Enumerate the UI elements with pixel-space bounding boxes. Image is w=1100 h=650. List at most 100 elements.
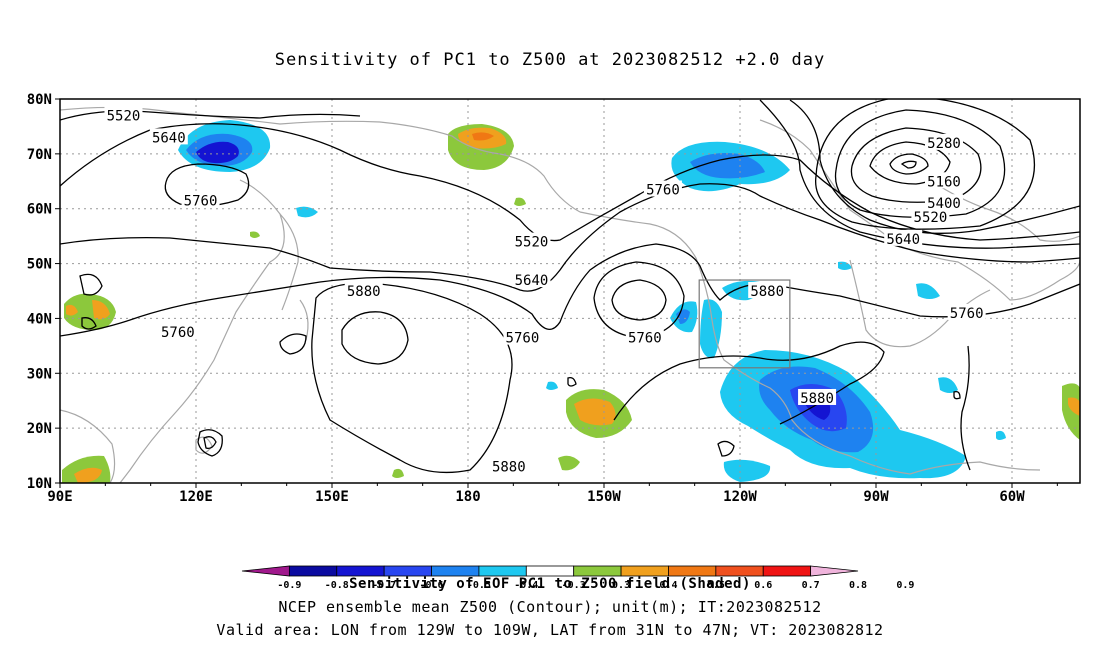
contour-label-bg	[344, 282, 383, 298]
map-frame	[59, 98, 1081, 484]
lat-label: 20N	[27, 421, 52, 437]
lon-label: 90E	[47, 489, 72, 505]
colorbar-label: 0.5	[707, 580, 725, 591]
contour-label: 5760	[628, 331, 662, 347]
contour-label-bg	[911, 207, 950, 224]
lon-label: 120E	[179, 489, 213, 505]
contour-label: 5640	[886, 232, 920, 248]
lat-label: 50N	[27, 257, 52, 273]
contour-label: 5880	[800, 391, 834, 407]
colorbar-swatch	[525, 565, 575, 577]
axis-ticks	[55, 98, 1058, 488]
colorbar-swatch	[288, 565, 338, 577]
contour-label-bg	[158, 323, 197, 340]
positive-region-tibet	[64, 293, 116, 330]
contour-label: 5520	[515, 235, 549, 251]
contour-label-bg	[104, 106, 143, 123]
lat-label: 80N	[27, 92, 52, 108]
contour-label-bg	[181, 191, 220, 208]
contour-label-bg	[512, 232, 551, 249]
colorbar-swatch	[668, 565, 717, 577]
contour-label-bg	[643, 180, 682, 197]
colorbar-label: 0.6	[754, 580, 772, 591]
contour-label-bg	[798, 388, 837, 405]
contour-label: 5640	[515, 273, 549, 289]
contour-label-bg	[947, 303, 986, 320]
contour-label: 5640	[152, 130, 186, 146]
colorbar-label: 0.7	[802, 580, 820, 591]
lon-label: 150E	[315, 489, 349, 505]
contour-label-bg	[503, 328, 542, 345]
colorbar-label: -0.5	[467, 580, 491, 591]
lon-label: 150W	[587, 489, 621, 505]
colorbar-swatch	[241, 565, 290, 577]
contour-label-bg	[748, 282, 787, 298]
contour-label: 5760	[646, 183, 680, 199]
colorbar-swatch	[478, 565, 527, 577]
contour-label-bg	[925, 194, 963, 211]
lon-labels: 90E 120E 150E 180 150W 120W 90W 60W	[47, 489, 1025, 505]
lat-label: 30N	[27, 366, 52, 382]
lat-labels: 80N 70N 60N 50N 40N 30N 20N 10N	[27, 92, 52, 492]
colorbar-swatch	[715, 565, 764, 577]
positive-region-southeast-asia	[62, 455, 111, 483]
colorbar-swatch	[810, 565, 859, 577]
lat-label: 10N	[27, 476, 52, 492]
negative-region-okhotsk	[178, 120, 271, 172]
colorbar-swatch	[336, 565, 385, 577]
contour-label-bg	[884, 229, 923, 246]
colorbar-label: -0.8	[325, 580, 349, 591]
positive-region-hawaii	[566, 389, 632, 438]
contour-label-bg	[625, 328, 664, 345]
colorbar-label: 0.4	[659, 580, 677, 591]
footer-line-2: NCEP ensemble mean Z500 (Contour); unit(…	[278, 598, 822, 616]
contour-label-bg	[512, 271, 551, 288]
negative-region-alaska	[671, 141, 790, 192]
colorbar-label: 0.9	[896, 580, 914, 591]
contour-label-bg	[925, 172, 963, 189]
contour-label: 5760	[506, 331, 540, 347]
lon-label: 90W	[863, 489, 889, 505]
colorbar-label: -0.6	[419, 580, 443, 591]
sensitivity-shading	[62, 120, 1080, 483]
lat-label: 70N	[27, 147, 52, 163]
colorbar-swatch	[620, 565, 669, 577]
lat-label: 60N	[27, 202, 52, 218]
lon-label: 180	[455, 489, 480, 505]
colorbar-label: -0.3	[562, 580, 586, 591]
footer-line-3: Valid area: LON from 129W to 109W, LAT f…	[216, 621, 884, 639]
contour-label: 5880	[492, 460, 526, 476]
colorbar-swatch	[762, 565, 812, 577]
lon-label: 60W	[999, 489, 1025, 505]
contour-label: 5280	[927, 136, 961, 152]
colorbar-label: 0.3	[612, 580, 630, 591]
map-title: Sensitivity of PC1 to Z500 at 2023082512…	[274, 50, 826, 70]
contour-label: 5760	[184, 193, 218, 209]
positive-region-chukotka	[448, 124, 514, 170]
footer-line-1: Sensitivity of EOF PC1 to Z500 field (Sh…	[349, 576, 751, 592]
contour-label: 5880	[347, 284, 381, 300]
contour-label: 5520	[914, 210, 948, 226]
lat-label: 40N	[27, 311, 52, 327]
colorbar-label: 0.8	[849, 580, 867, 591]
contour-label-bg	[925, 133, 963, 150]
colorbar-swatch	[431, 565, 480, 577]
contour-label-bg	[489, 457, 528, 474]
colorbar-swatch	[383, 565, 432, 577]
contour-label: 5760	[950, 306, 984, 322]
negative-region-mexico	[720, 261, 966, 482]
contour-labels: 5520 5640 5760 5760 5880 5520 5640 5760 5760 5760…	[104, 106, 986, 476]
colorbar-swatch	[573, 565, 622, 577]
valid-area-box	[698, 279, 791, 369]
colorbar-label: -0.9	[277, 580, 301, 591]
colorbar-label: -0.7	[372, 580, 396, 591]
lon-label: 120W	[723, 489, 757, 505]
contour-label: 5880	[750, 284, 784, 300]
contour-label: 5760	[161, 325, 195, 341]
colorbar: -0.9 -0.8 -0.7 -0.6 -0.5 -0.4 -0.3 0.3 0.4 0.5 0.6…	[241, 565, 914, 591]
colorbar-label: -0.4	[514, 580, 538, 591]
negative-region-west-coast	[670, 280, 762, 359]
graticule	[60, 99, 1080, 483]
contour-label: 5160	[927, 174, 961, 190]
